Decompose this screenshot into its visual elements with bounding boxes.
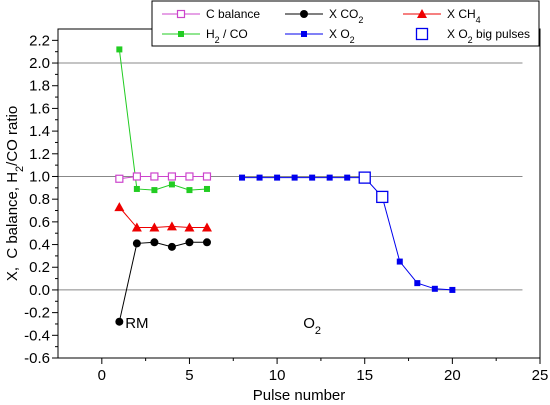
data-point bbox=[185, 238, 194, 247]
y-tick-label: 0.2 bbox=[29, 259, 50, 276]
data-point bbox=[151, 187, 158, 194]
legend-label: X O2 big pulses bbox=[447, 27, 530, 45]
tick-labels: 0 5 10 15 20 25 -0.6 -0.4 -0.2 0.0 0.2 0.4 0.6 0.8 1.0… bbox=[24, 32, 548, 384]
data-point bbox=[166, 221, 177, 231]
data-point bbox=[291, 174, 298, 181]
data-point bbox=[115, 317, 124, 326]
legend: C balance H2 / CO X CO2 X O2 X CH4 X O2 big p… bbox=[151, 0, 540, 47]
reference-lines bbox=[58, 62, 523, 291]
data-point bbox=[149, 222, 160, 232]
data-point bbox=[114, 202, 125, 212]
data-point bbox=[449, 286, 456, 293]
data-point bbox=[150, 172, 159, 181]
data-point bbox=[150, 238, 159, 247]
data-point bbox=[396, 258, 403, 265]
data-point bbox=[185, 172, 194, 181]
y-tick-label: -0.4 bbox=[24, 327, 50, 344]
legend-item: X CH4 bbox=[403, 7, 481, 25]
y-axis-title: X, C balance, H2/CO ratio bbox=[4, 106, 26, 281]
legend-label: X CH4 bbox=[447, 7, 481, 25]
x-tick-label: 15 bbox=[356, 367, 373, 384]
data-point bbox=[202, 172, 212, 181]
data-point bbox=[203, 185, 210, 192]
data-point bbox=[132, 172, 141, 181]
y-tick-label: 1.2 bbox=[29, 146, 50, 163]
data-point bbox=[168, 181, 175, 188]
legend-label: X O2 bbox=[329, 27, 355, 45]
annotation-o2: O2 bbox=[303, 315, 321, 337]
x-axis-title: Pulse number bbox=[253, 387, 346, 404]
legend-item: H2 / CO bbox=[162, 27, 248, 45]
data-point bbox=[201, 222, 212, 232]
data-point bbox=[115, 174, 124, 183]
axis-ticks bbox=[52, 39, 541, 364]
annotation-rm: RM bbox=[125, 315, 148, 332]
y-tick-label: 2.2 bbox=[29, 32, 50, 49]
data-point bbox=[431, 285, 438, 292]
data-point bbox=[132, 239, 141, 248]
legend-marker bbox=[178, 31, 184, 37]
data-point bbox=[133, 185, 140, 192]
y-tick-label: 1.4 bbox=[29, 123, 50, 140]
y-tick-label: -0.2 bbox=[24, 305, 50, 322]
x-tick-label: 10 bbox=[269, 367, 286, 384]
data-markers bbox=[114, 46, 456, 326]
data-point bbox=[326, 174, 333, 181]
data-point bbox=[167, 172, 177, 181]
legend-marker bbox=[300, 10, 308, 18]
series-line bbox=[242, 177, 453, 291]
legend-label: C balance bbox=[206, 7, 260, 21]
series-line bbox=[118, 49, 208, 191]
y-tick-label: 1.0 bbox=[29, 168, 50, 185]
y-tick-label: 0.0 bbox=[29, 282, 50, 299]
data-point bbox=[256, 174, 263, 181]
y-tick-label: 2.0 bbox=[29, 55, 50, 72]
legend-box bbox=[151, 0, 540, 47]
y-tick-label: 1.8 bbox=[29, 78, 50, 95]
series-line bbox=[118, 241, 207, 322]
data-point bbox=[184, 222, 195, 232]
data-point bbox=[344, 174, 351, 181]
data-point bbox=[186, 187, 193, 194]
data-point bbox=[358, 171, 371, 184]
plot-frame bbox=[57, 28, 541, 359]
series-line bbox=[119, 175, 207, 180]
legend-marker bbox=[417, 9, 427, 18]
legend-item: C balance bbox=[162, 7, 260, 21]
x-tick-label: 25 bbox=[532, 367, 549, 384]
legend-marker bbox=[415, 27, 429, 41]
legend-item: X O2 bbox=[285, 27, 355, 45]
data-point bbox=[116, 46, 123, 53]
legend-item: X CO2 bbox=[285, 7, 363, 25]
legend-marker bbox=[176, 9, 186, 19]
data-point bbox=[202, 238, 211, 247]
y-tick-label: 0.8 bbox=[29, 191, 50, 208]
x-tick-label: 0 bbox=[98, 367, 106, 384]
legend-marker bbox=[301, 31, 307, 37]
legend-item: X O2 big pulses bbox=[415, 27, 530, 45]
data-point bbox=[131, 222, 142, 232]
data-point bbox=[167, 242, 176, 251]
y-tick-label: 1.6 bbox=[29, 100, 50, 117]
series-line bbox=[118, 206, 207, 229]
data-point bbox=[309, 174, 316, 181]
data-point bbox=[274, 174, 281, 181]
data-point bbox=[239, 174, 246, 181]
data-point bbox=[376, 190, 389, 204]
y-tick-label: 0.4 bbox=[29, 237, 50, 254]
y-tick-label: 0.6 bbox=[29, 214, 50, 231]
y-tick-label: -0.6 bbox=[24, 350, 50, 367]
x-tick-label: 20 bbox=[444, 367, 461, 384]
legend-label: H2 / CO bbox=[206, 27, 248, 45]
x-tick-label: 5 bbox=[185, 367, 193, 384]
legend-label: X CO2 bbox=[329, 7, 363, 25]
data-point bbox=[414, 280, 421, 287]
